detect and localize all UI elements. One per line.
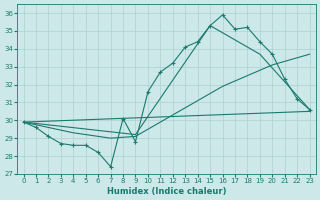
X-axis label: Humidex (Indice chaleur): Humidex (Indice chaleur) xyxy=(107,187,226,196)
